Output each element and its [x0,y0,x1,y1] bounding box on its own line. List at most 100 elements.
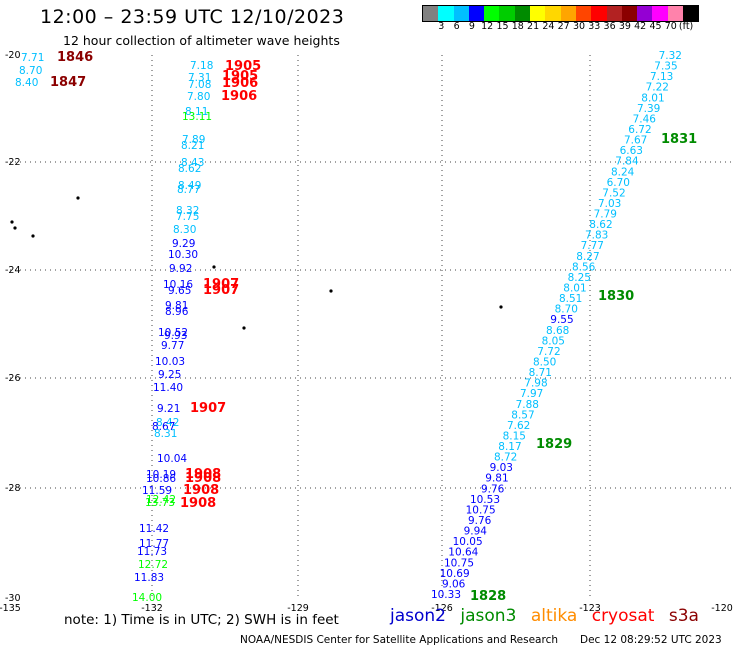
swh-label: 9.76 [481,483,505,495]
pass-time-label: 1829 [536,437,572,452]
credit-text: NOAA/NESDIS Center for Satellite Applica… [240,634,558,646]
swh-label: 10.30 [168,249,198,261]
island [76,196,80,200]
legend-swatch [514,6,531,21]
legend-label: 21 [527,21,540,32]
satellite-s3a: s3a [668,606,699,626]
swh-label: 12.42 [146,494,176,506]
pass-time-label: 1846 [57,50,93,65]
swh-label: 7.39 [637,103,660,115]
island [13,226,17,230]
swh-label: 8.70 [19,65,42,77]
swh-label: 8.17 [498,441,521,453]
latitude-label: -26 [5,373,21,384]
legend-label: 24 [542,21,555,32]
legend-label: 39 [618,21,631,32]
swh-label: 9.81 [165,300,188,312]
swh-label: 11.40 [153,382,183,394]
swh-label: 8.51 [559,293,582,305]
legend-label: 70 [664,21,677,32]
swh-label: 9.92 [169,263,192,275]
swh-label: 9.06 [442,578,466,590]
swh-label: 6.72 [628,124,651,136]
swh-label: 8.32 [176,205,199,217]
swh-label: 7.32 [659,50,682,62]
legend-label: 6 [453,21,460,32]
island [499,305,503,309]
island [242,326,246,330]
swh-label: 8.50 [533,356,556,368]
swh-label: 10.86 [146,473,176,485]
swh-label: 8.24 [611,166,635,178]
swh-label: 10.75 [466,504,496,516]
pass-time-label: 1828 [470,589,506,604]
swh-label: 11.77 [139,538,169,550]
swh-label: 10.04 [157,453,187,465]
pass-time-label: 1847 [50,75,86,90]
swh-label: 9.21 [157,403,180,415]
swh-label: 7.18 [190,60,213,72]
swh-label: 8.70 [555,304,578,316]
satellite-cryosat: cryosat [591,606,655,626]
satellite-jason2: jason2 [390,606,446,626]
swh-label: 8.01 [563,283,586,295]
pass-time-label: 1907 [190,401,226,416]
legend-label: 36 [603,21,616,32]
legend-swatch [591,6,607,21]
pass-time-label: 1908 [183,483,219,498]
swh-label: 7.46 [633,113,657,125]
pass-time-label: 1906 [222,76,258,91]
pass-time-label: 1907 [203,277,239,292]
color-scale-labels: 3 6 9 12 15 18 21 24 27 30 33 36 39 42 45 70 (ft) [422,21,740,35]
latitude-label: -28 [5,483,21,494]
swh-label: 12.72 [138,559,168,571]
swh-label: 13.11 [182,111,212,123]
island [212,265,216,269]
swh-label: 7.22 [646,82,669,94]
swh-label: 9.77 [161,340,184,352]
swh-label: 10.05 [453,536,483,548]
longitude-label: -132 [141,603,163,614]
swh-label: 7.88 [516,399,539,411]
swh-label: 13.73 [145,497,175,509]
swh-label: 8.68 [546,325,569,337]
island [329,289,333,293]
swh-label: 9.55 [550,314,573,326]
swh-label: 8.25 [568,272,591,284]
pass-time-label: 1905 [222,69,258,84]
swh-label: 8.72 [494,452,517,464]
swh-label: 9.93 [164,330,187,342]
swh-label: 7.79 [594,209,617,221]
swh-label: 9.81 [485,473,508,485]
swh-label: 7.80 [187,91,210,103]
legend-label: (ft) [678,21,694,32]
swh-label: 8.15 [503,430,526,442]
legend-swatch [484,6,500,21]
legend-label: 18 [511,21,524,32]
swh-label: 8.05 [542,335,565,347]
latitude-label: -22 [5,157,21,168]
latitude-label: -24 [5,265,21,276]
swh-label: 8.40 [15,77,38,89]
swh-label: 7.72 [537,346,560,358]
swh-label: 9.25 [158,369,181,381]
swh-label: 10.75 [444,557,474,569]
legend-swatch [438,6,454,21]
swh-label: 9.29 [172,238,195,250]
longitude-label: -126 [431,603,453,614]
legend-swatch [560,6,576,21]
legend-swatch [667,6,684,21]
swh-label: 9.65 [168,285,191,297]
swh-label: 7.71 [21,52,44,64]
swh-label: 8.96 [165,306,189,318]
swh-label: 8.62 [589,219,612,231]
swh-label: 8.43 [181,157,204,169]
legend-label: 27 [557,21,570,32]
map-subtitle: 12 hour collection of altimeter wave hei… [63,33,340,48]
swh-label: 7.62 [507,420,530,432]
swh-label: 8.67 [152,421,175,433]
swh-label: 10.03 [155,356,185,368]
swh-label: 8.42 [156,417,179,429]
swh-label: 10.33 [431,589,461,601]
swh-label: 8.21 [181,140,204,152]
